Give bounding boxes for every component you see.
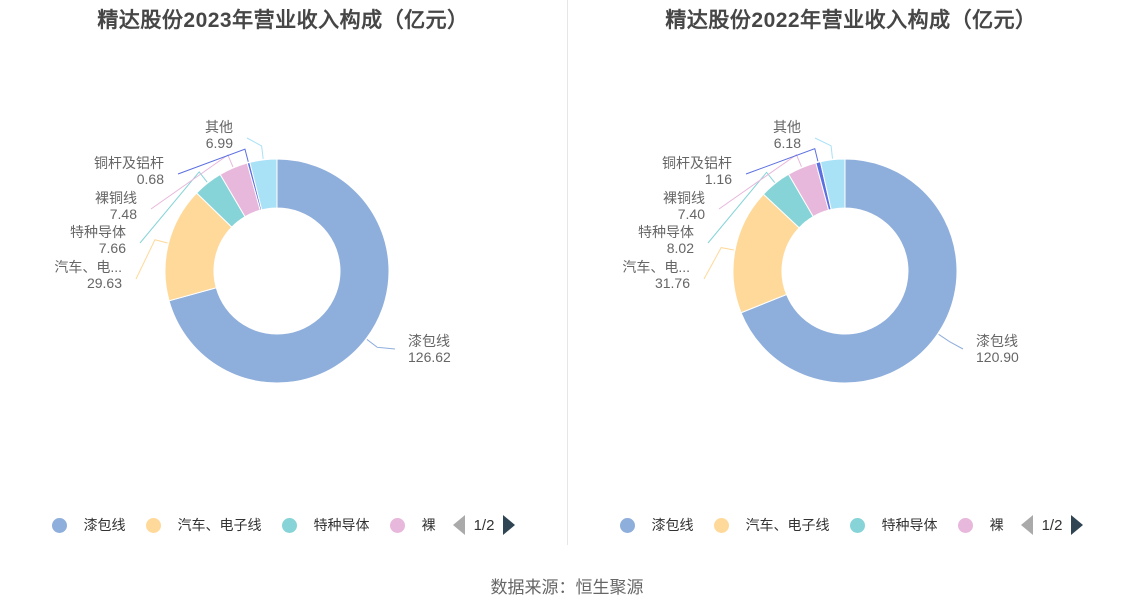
legend-item-enameled-wire[interactable]: 漆包线 bbox=[51, 515, 126, 535]
data-source: 数据来源：恒生聚源 bbox=[490, 578, 644, 597]
arrow-right-icon[interactable] bbox=[1071, 515, 1084, 535]
slice-label-value: 120.90 bbox=[976, 349, 1019, 365]
legend-swatch bbox=[145, 517, 161, 533]
legend-item-bare-copper-wire[interactable]: 裸 bbox=[389, 515, 436, 535]
chart-panel-2022: 精达股份2022年营业收入构成（亿元） 漆包线 120.90 汽车、电... 31.7… bbox=[568, 0, 1134, 545]
slice-label-value: 29.63 bbox=[87, 275, 122, 291]
chart-title: 精达股份2022年营业收入构成（亿元） bbox=[665, 9, 1037, 32]
pie-slice-enameled-wire[interactable] bbox=[740, 158, 958, 384]
legend-swatch bbox=[281, 517, 297, 533]
legend-swatch bbox=[713, 517, 729, 533]
legend-item-special-conductor[interactable]: 特种导体 bbox=[849, 515, 938, 535]
slice-label-name: 汽车、电... bbox=[54, 259, 122, 275]
chart-panel-2023: 精达股份2023年营业收入构成（亿元） 漆包线 126.62 汽车、电... 29.6… bbox=[0, 0, 566, 545]
legend-page-number: 1/2 bbox=[1041, 516, 1063, 534]
legend-label: 裸 bbox=[421, 517, 436, 533]
slice-label-value: 6.18 bbox=[774, 135, 801, 151]
label-leader-line bbox=[135, 239, 168, 280]
slice-label-name: 裸铜线 bbox=[663, 190, 705, 206]
legend-label: 漆包线 bbox=[651, 517, 694, 533]
panel-divider bbox=[567, 0, 568, 545]
slice-label-name: 其他 bbox=[773, 119, 801, 135]
label-leader-line bbox=[707, 171, 776, 244]
label-leader-line bbox=[246, 137, 264, 159]
slice-label-value: 7.48 bbox=[110, 206, 137, 222]
legend-item-auto-electronic-wire[interactable]: 汽车、电子线 bbox=[145, 515, 262, 535]
slice-label-name: 铜杆及铝杆 bbox=[662, 155, 732, 171]
slice-label-name: 漆包线 bbox=[408, 333, 450, 349]
legend-label: 裸 bbox=[989, 517, 1004, 533]
slice-label-name: 特种导体 bbox=[70, 224, 126, 240]
arrow-left-icon[interactable] bbox=[1020, 515, 1033, 535]
slice-label-name: 铜杆及铝杆 bbox=[94, 155, 164, 171]
slice-label-value: 126.62 bbox=[408, 349, 451, 365]
label-leader-line bbox=[938, 333, 964, 350]
legend-swatch bbox=[849, 517, 865, 533]
label-leader-line bbox=[177, 148, 249, 175]
legend-item-enameled-wire[interactable]: 漆包线 bbox=[619, 515, 694, 535]
arrow-left-icon[interactable] bbox=[452, 515, 465, 535]
legend-swatch bbox=[389, 517, 405, 533]
slice-label-name: 漆包线 bbox=[976, 333, 1018, 349]
slice-label-name: 汽车、电... bbox=[622, 259, 690, 275]
label-leader-line bbox=[718, 153, 802, 210]
legend-pager: 1/2 bbox=[1012, 515, 1093, 535]
legend-item-bare-copper-wire[interactable]: 裸 bbox=[957, 515, 1004, 535]
legend-pager: 1/2 bbox=[444, 515, 525, 535]
label-leader-line bbox=[139, 171, 208, 244]
label-leader-line bbox=[745, 148, 819, 175]
legend: 漆包线 汽车、电子线 特种导体 裸 1/2 bbox=[0, 514, 566, 536]
slice-label-value: 0.68 bbox=[137, 171, 164, 187]
chart-title: 精达股份2023年营业收入构成（亿元） bbox=[97, 9, 469, 32]
legend-label: 汽车、电子线 bbox=[177, 517, 262, 533]
legend-page-number: 1/2 bbox=[473, 516, 495, 534]
legend-label: 汽车、电子线 bbox=[745, 517, 830, 533]
slice-label-value: 6.99 bbox=[206, 135, 233, 151]
legend-label: 特种导体 bbox=[881, 517, 938, 533]
legend-swatch bbox=[957, 517, 973, 533]
legend-label: 漆包线 bbox=[83, 517, 126, 533]
legend-item-auto-electronic-wire[interactable]: 汽车、电子线 bbox=[713, 515, 830, 535]
legend-swatch bbox=[619, 517, 635, 533]
slice-label-value: 7.40 bbox=[678, 206, 705, 222]
legend-label: 特种导体 bbox=[313, 517, 370, 533]
slice-label-name: 特种导体 bbox=[638, 224, 694, 240]
pie-slice-other[interactable] bbox=[819, 158, 846, 211]
arrow-right-icon[interactable] bbox=[503, 515, 516, 535]
label-leader-line bbox=[814, 137, 834, 159]
slice-label-name: 其他 bbox=[205, 119, 233, 135]
slice-label-value: 7.66 bbox=[99, 240, 126, 256]
legend-swatch bbox=[51, 517, 67, 533]
slice-label-value: 8.02 bbox=[667, 240, 694, 256]
pie-slice-enameled-wire[interactable] bbox=[168, 158, 390, 384]
slice-label-value: 1.16 bbox=[705, 171, 732, 187]
slice-label-value: 31.76 bbox=[655, 275, 690, 291]
legend-item-special-conductor[interactable]: 特种导体 bbox=[281, 515, 370, 535]
label-leader-line bbox=[703, 247, 735, 280]
slice-label-name: 裸铜线 bbox=[95, 190, 137, 206]
pie-slice-other[interactable] bbox=[249, 158, 278, 211]
legend: 漆包线 汽车、电子线 特种导体 裸 1/2 bbox=[568, 514, 1134, 536]
label-leader-line bbox=[366, 339, 396, 350]
